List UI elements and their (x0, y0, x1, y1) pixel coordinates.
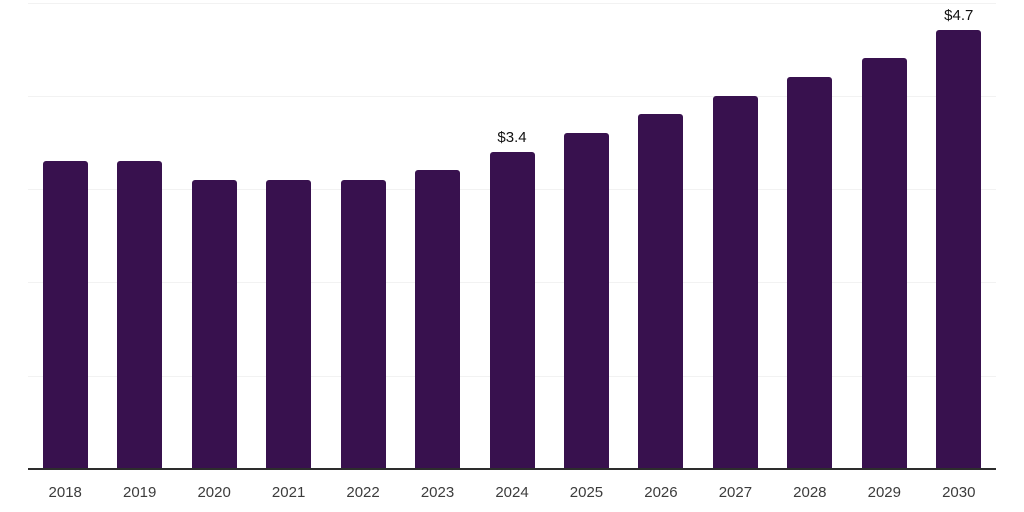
x-tick-label-2027: 2027 (718, 484, 753, 501)
bar-2030 (936, 30, 982, 469)
bar-2024 (489, 151, 535, 469)
bar-2028 (787, 77, 833, 469)
x-tick-label-2028: 2028 (793, 484, 827, 501)
x-tick-label-2019: 2019 (123, 484, 157, 501)
x-tick-label-2026: 2026 (644, 484, 678, 501)
x-tick-label-2024: 2024 (495, 484, 529, 501)
bar-2019 (117, 161, 163, 469)
bar-2027 (712, 95, 758, 469)
gridline-5 (28, 2, 996, 4)
bar-2022 (340, 179, 386, 469)
data-label-2024: $3.4 (497, 128, 527, 146)
x-tick-label-2022: 2022 (346, 484, 380, 501)
x-tick-label-2029: 2029 (867, 484, 901, 501)
x-tick-label-2030: 2030 (942, 484, 976, 501)
bar-2021 (266, 179, 312, 469)
x-axis-line (28, 468, 996, 470)
x-tick-label-2021: 2021 (271, 484, 306, 501)
bar-2029 (861, 58, 907, 469)
bar-2026 (638, 114, 684, 469)
x-tick-label-2023: 2023 (420, 484, 455, 501)
bar-2020 (191, 179, 237, 469)
x-tick-label-2018: 2018 (48, 484, 82, 501)
x-tick-label-2025: 2025 (569, 484, 604, 501)
bar-2023 (415, 170, 461, 469)
gridline-4 (28, 95, 996, 97)
data-label-2030: $4.7 (944, 7, 974, 25)
bar-2025 (563, 133, 609, 469)
x-tick-label-2020: 2020 (197, 484, 231, 501)
bar-2018 (42, 161, 88, 469)
